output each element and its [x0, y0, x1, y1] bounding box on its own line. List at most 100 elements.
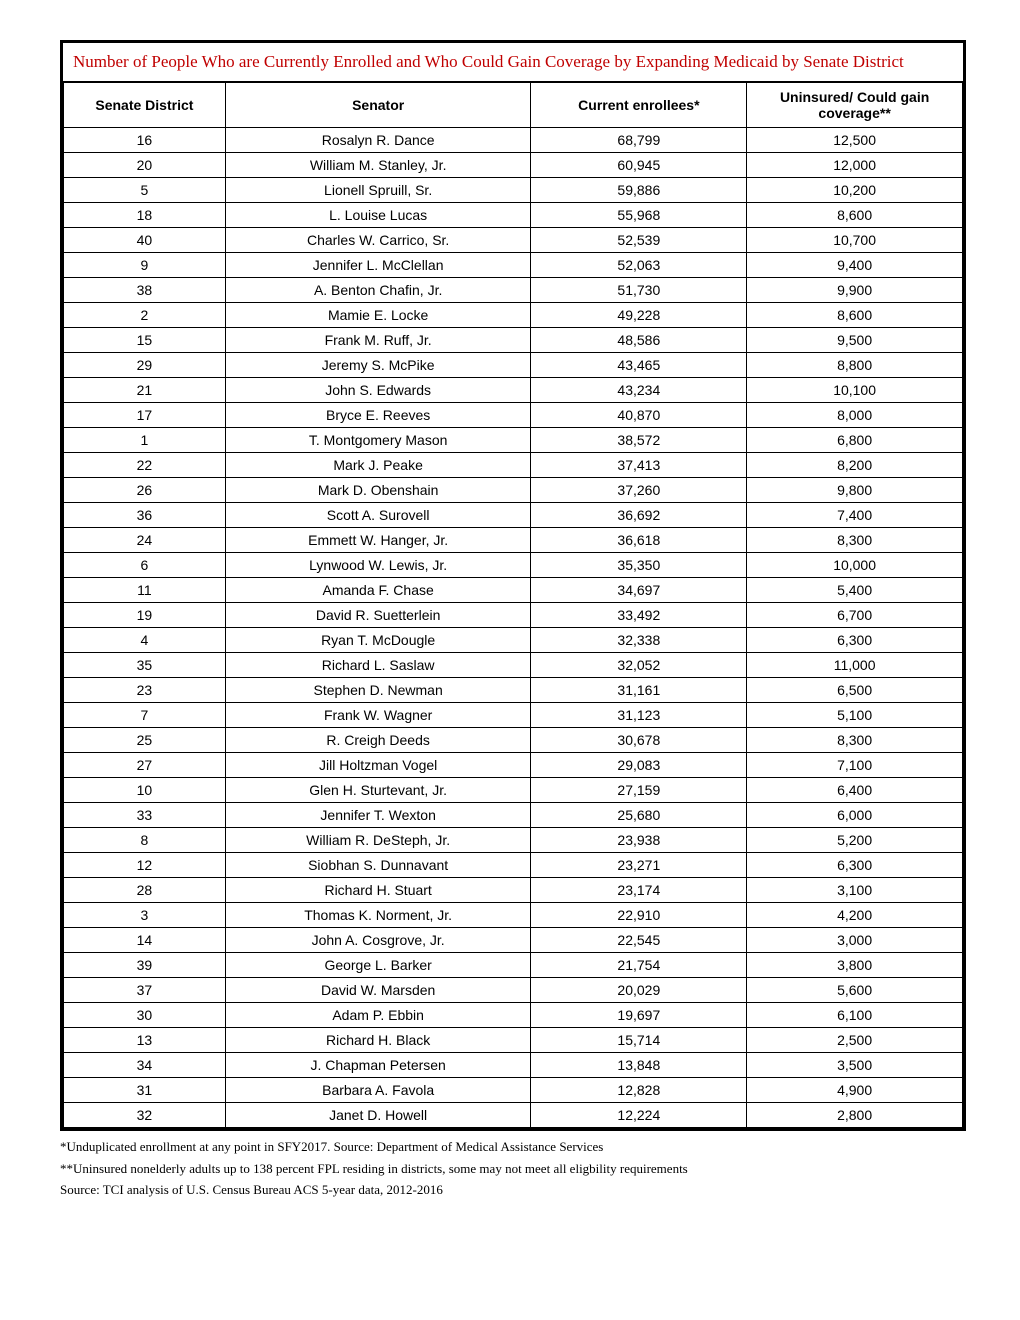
- table-row: 9Jennifer L. McClellan52,0639,400: [64, 253, 963, 278]
- table-cell: 7: [64, 703, 226, 728]
- table-cell: 52,539: [531, 228, 747, 253]
- table-row: 15Frank M. Ruff, Jr.48,5869,500: [64, 328, 963, 353]
- footnotes: *Unduplicated enrollment at any point in…: [60, 1137, 960, 1200]
- table-cell: 34: [64, 1053, 226, 1078]
- table-row: 28Richard H. Stuart23,1743,100: [64, 878, 963, 903]
- table-cell: William R. DeSteph, Jr.: [225, 828, 531, 853]
- table-row: 33Jennifer T. Wexton25,6806,000: [64, 803, 963, 828]
- table-cell: David W. Marsden: [225, 978, 531, 1003]
- table-cell: Lionell Spruill, Sr.: [225, 178, 531, 203]
- table-body: 16Rosalyn R. Dance68,79912,50020William …: [64, 128, 963, 1128]
- table-cell: 35,350: [531, 553, 747, 578]
- table-cell: 7,100: [747, 753, 963, 778]
- table-title: Number of People Who are Currently Enrol…: [63, 43, 963, 82]
- table-row: 8William R. DeSteph, Jr.23,9385,200: [64, 828, 963, 853]
- table-row: 34J. Chapman Petersen13,8483,500: [64, 1053, 963, 1078]
- table-cell: 10,700: [747, 228, 963, 253]
- table-row: 37David W. Marsden20,0295,600: [64, 978, 963, 1003]
- table-cell: A. Benton Chafin, Jr.: [225, 278, 531, 303]
- table-cell: 1: [64, 428, 226, 453]
- column-header-district: Senate District: [64, 83, 226, 128]
- table-cell: J. Chapman Petersen: [225, 1053, 531, 1078]
- table-cell: Siobhan S. Dunnavant: [225, 853, 531, 878]
- table-cell: Ryan T. McDougle: [225, 628, 531, 653]
- table-cell: 23,938: [531, 828, 747, 853]
- table-cell: Glen H. Sturtevant, Jr.: [225, 778, 531, 803]
- table-cell: 16: [64, 128, 226, 153]
- table-cell: 29,083: [531, 753, 747, 778]
- table-cell: 6,700: [747, 603, 963, 628]
- table-cell: 32: [64, 1103, 226, 1128]
- table-cell: 4: [64, 628, 226, 653]
- table-cell: 27,159: [531, 778, 747, 803]
- table-row: 5Lionell Spruill, Sr.59,88610,200: [64, 178, 963, 203]
- table-cell: Jennifer T. Wexton: [225, 803, 531, 828]
- table-cell: 6,400: [747, 778, 963, 803]
- table-cell: 19: [64, 603, 226, 628]
- table-cell: 22: [64, 453, 226, 478]
- table-cell: 35: [64, 653, 226, 678]
- senate-district-table: Senate District Senator Current enrollee…: [63, 82, 963, 1128]
- table-cell: 12,828: [531, 1078, 747, 1103]
- table-cell: 24: [64, 528, 226, 553]
- table-cell: 30: [64, 1003, 226, 1028]
- table-cell: 43,234: [531, 378, 747, 403]
- table-row: 29Jeremy S. McPike43,4658,800: [64, 353, 963, 378]
- table-cell: 8,600: [747, 203, 963, 228]
- table-row: 31Barbara A. Favola12,8284,900: [64, 1078, 963, 1103]
- table-cell: 8,300: [747, 528, 963, 553]
- table-cell: Amanda F. Chase: [225, 578, 531, 603]
- table-row: 11Amanda F. Chase34,6975,400: [64, 578, 963, 603]
- table-cell: George L. Barker: [225, 953, 531, 978]
- table-cell: 55,968: [531, 203, 747, 228]
- table-cell: 12,000: [747, 153, 963, 178]
- table-cell: 36: [64, 503, 226, 528]
- table-row: 10Glen H. Sturtevant, Jr.27,1596,400: [64, 778, 963, 803]
- table-cell: 3,100: [747, 878, 963, 903]
- table-cell: 20: [64, 153, 226, 178]
- table-cell: 11: [64, 578, 226, 603]
- table-cell: 9: [64, 253, 226, 278]
- table-cell: 34,697: [531, 578, 747, 603]
- table-cell: 52,063: [531, 253, 747, 278]
- table-cell: 3,800: [747, 953, 963, 978]
- table-cell: 68,799: [531, 128, 747, 153]
- table-cell: 2: [64, 303, 226, 328]
- table-cell: R. Creigh Deeds: [225, 728, 531, 753]
- table-row: 20William M. Stanley, Jr.60,94512,000: [64, 153, 963, 178]
- table-cell: 6,100: [747, 1003, 963, 1028]
- footnote-2: **Uninsured nonelderly adults up to 138 …: [60, 1159, 960, 1179]
- table-cell: 7,400: [747, 503, 963, 528]
- table-row: 25R. Creigh Deeds30,6788,300: [64, 728, 963, 753]
- table-cell: Jennifer L. McClellan: [225, 253, 531, 278]
- table-cell: Scott A. Surovell: [225, 503, 531, 528]
- table-row: 16Rosalyn R. Dance68,79912,500: [64, 128, 963, 153]
- table-row: 6Lynwood W. Lewis, Jr.35,35010,000: [64, 553, 963, 578]
- table-cell: 3: [64, 903, 226, 928]
- table-cell: 6,300: [747, 628, 963, 653]
- table-cell: 19,697: [531, 1003, 747, 1028]
- table-cell: 22,545: [531, 928, 747, 953]
- table-cell: 15: [64, 328, 226, 353]
- table-cell: 14: [64, 928, 226, 953]
- table-cell: 12,500: [747, 128, 963, 153]
- table-cell: 13,848: [531, 1053, 747, 1078]
- table-cell: 20,029: [531, 978, 747, 1003]
- table-cell: Stephen D. Newman: [225, 678, 531, 703]
- table-cell: 17: [64, 403, 226, 428]
- table-row: 18L. Louise Lucas55,9688,600: [64, 203, 963, 228]
- table-cell: 3,000: [747, 928, 963, 953]
- table-cell: John S. Edwards: [225, 378, 531, 403]
- table-cell: Adam P. Ebbin: [225, 1003, 531, 1028]
- table-cell: 40: [64, 228, 226, 253]
- table-cell: 27: [64, 753, 226, 778]
- table-row: 30Adam P. Ebbin19,6976,100: [64, 1003, 963, 1028]
- table-cell: 37,260: [531, 478, 747, 503]
- table-cell: 21,754: [531, 953, 747, 978]
- table-cell: 59,886: [531, 178, 747, 203]
- table-cell: 10,100: [747, 378, 963, 403]
- table-cell: 25,680: [531, 803, 747, 828]
- table-row: 2Mamie E. Locke49,2288,600: [64, 303, 963, 328]
- table-cell: 8,200: [747, 453, 963, 478]
- table-cell: 30,678: [531, 728, 747, 753]
